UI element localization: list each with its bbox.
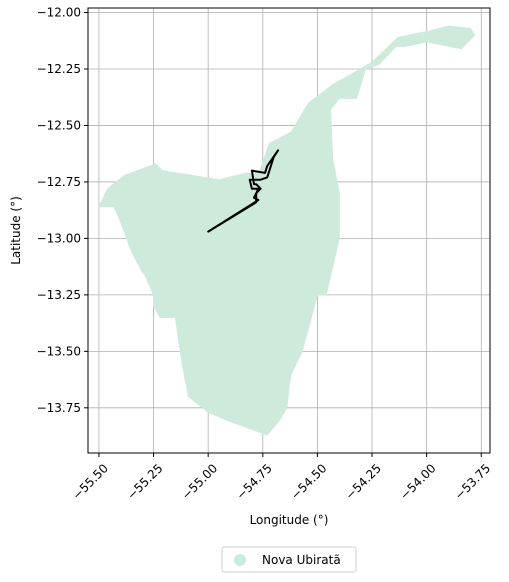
y-tick-label: −13.75 <box>37 401 81 415</box>
y-tick-label: −13.25 <box>37 288 81 302</box>
y-tick-label: −12.50 <box>37 118 81 132</box>
x-tick-label: −53.75 <box>452 461 493 502</box>
region-polygon <box>98 25 476 436</box>
legend-box <box>221 546 357 573</box>
x-tick-label: −54.00 <box>397 461 438 502</box>
legend-label: Nova Ubiratã <box>262 553 341 567</box>
region-layer <box>98 25 476 436</box>
plot-frame <box>87 7 491 454</box>
y-axis-title: Latitude (°) <box>9 196 23 265</box>
x-axis-title: Longitude (°) <box>250 513 329 527</box>
x-tick-label: −55.50 <box>70 461 111 502</box>
x-tick-label: −54.50 <box>288 461 329 502</box>
legend-swatch <box>234 554 246 566</box>
y-tick-label: −12.25 <box>37 62 81 76</box>
x-tick-label: −55.25 <box>124 461 165 502</box>
y-tick-label: −13.00 <box>37 231 81 245</box>
y-tick-label: −13.50 <box>37 344 81 358</box>
enclave-outline <box>207 149 280 233</box>
x-tick-label: −54.75 <box>234 461 275 502</box>
y-tick-label: −12.75 <box>37 175 81 189</box>
x-tick-label: −54.25 <box>343 461 384 502</box>
legend: Nova Ubiratã <box>221 546 357 573</box>
x-tick-label: −55.00 <box>179 461 220 502</box>
y-tick-label: −12.00 <box>37 6 81 20</box>
